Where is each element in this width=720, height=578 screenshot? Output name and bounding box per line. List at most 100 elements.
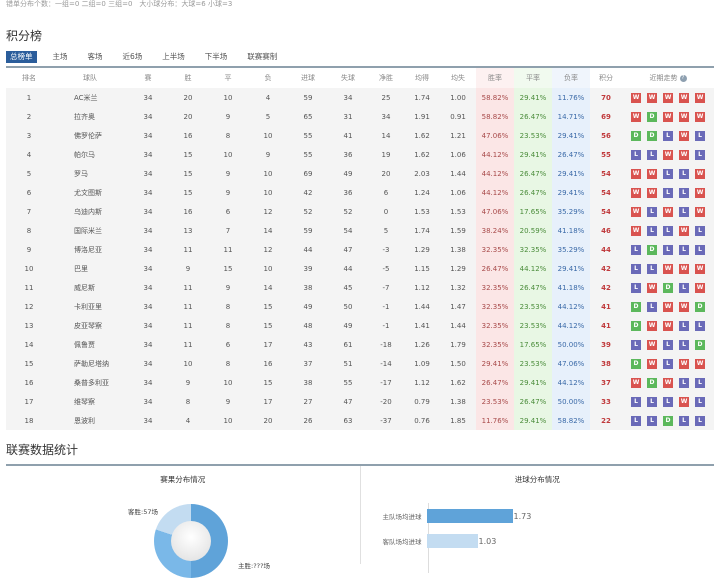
column-header-label: 积分 bbox=[599, 74, 613, 82]
cell-p: 34 bbox=[128, 259, 168, 278]
cell-avg-f: 1.15 bbox=[404, 259, 440, 278]
form-badge-loss: L bbox=[695, 377, 705, 388]
form-badge-loss: L bbox=[663, 339, 673, 350]
cell-gf: 55 bbox=[288, 126, 328, 145]
cell-pts: 46 bbox=[590, 221, 622, 240]
form-badge-win: W bbox=[663, 111, 673, 122]
cell-rank: 5 bbox=[6, 164, 52, 183]
cell-draw-rate: 26.47% bbox=[514, 392, 552, 411]
cell-team[interactable]: 威尼斯 bbox=[52, 278, 128, 297]
form-badge-win: W bbox=[679, 92, 689, 103]
cell-d: 8 bbox=[208, 316, 248, 335]
cell-draw-rate: 26.47% bbox=[514, 183, 552, 202]
result-distribution-panel: 赛果分布情况 客胜:57场 主胜:???场 bbox=[6, 466, 361, 578]
cell-loss-rate: 44.12% bbox=[552, 297, 590, 316]
form-badge-win: W bbox=[695, 92, 705, 103]
cell-rank: 13 bbox=[6, 316, 52, 335]
column-header-label: 胜率 bbox=[488, 74, 502, 82]
table-row: 4 帕尔马 34 15 10 9 55 36 19 1.62 1.06 44.12% 29.41% 26.… bbox=[6, 145, 714, 164]
tab-2[interactable]: 客场 bbox=[87, 52, 103, 61]
form-badge-loss: L bbox=[695, 320, 705, 331]
form-badge-loss: L bbox=[631, 415, 641, 426]
cell-avg-f: 1.09 bbox=[404, 354, 440, 373]
cell-avg-f: 1.44 bbox=[404, 297, 440, 316]
table-header-row: 排名 球队 赛 胜 平 负 进球 失球 净胜 均得 均失 胜率 平率 负率 积分 近期走势? bbox=[6, 68, 714, 88]
cell-rank: 16 bbox=[6, 373, 52, 392]
cell-team[interactable]: 帕尔马 bbox=[52, 145, 128, 164]
cell-team[interactable]: 罗马 bbox=[52, 164, 128, 183]
tab-4[interactable]: 上半场 bbox=[162, 52, 185, 61]
cell-ga: 45 bbox=[328, 278, 368, 297]
tab-6[interactable]: 联赛赛制 bbox=[247, 52, 278, 61]
form-badge-draw: D bbox=[631, 320, 641, 331]
form-badge-win: W bbox=[647, 358, 657, 369]
form-badge-win: W bbox=[679, 225, 689, 236]
cell-avg-a: 1.21 bbox=[440, 126, 476, 145]
cell-team[interactable]: 卡利亚里 bbox=[52, 297, 128, 316]
form-badge-loss: L bbox=[679, 377, 689, 388]
tab-0[interactable]: 总榜单 bbox=[6, 51, 37, 63]
cell-w: 20 bbox=[168, 107, 208, 126]
cell-rank: 11 bbox=[6, 278, 52, 297]
bar-label: 客队场均进球 bbox=[382, 538, 422, 546]
cell-team[interactable]: 佩鲁贾 bbox=[52, 335, 128, 354]
cell-team[interactable]: 巴里 bbox=[52, 259, 128, 278]
cell-team[interactable]: 佛罗伦萨 bbox=[52, 126, 128, 145]
cell-team[interactable]: AC米兰 bbox=[52, 88, 128, 107]
cell-w: 13 bbox=[168, 221, 208, 240]
cell-draw-rate: 23.53% bbox=[514, 297, 552, 316]
cell-team[interactable]: 桑普多利亚 bbox=[52, 373, 128, 392]
cell-team[interactable]: 国际米兰 bbox=[52, 221, 128, 240]
tab-3[interactable]: 近6场 bbox=[122, 52, 143, 61]
form-badge-draw: D bbox=[647, 111, 657, 122]
form-badge-win: W bbox=[647, 320, 657, 331]
cell-avg-a: 1.06 bbox=[440, 183, 476, 202]
cell-gd: -1 bbox=[368, 297, 404, 316]
cell-team[interactable]: 乌迪内斯 bbox=[52, 202, 128, 221]
cell-pts: 54 bbox=[590, 164, 622, 183]
cell-w: 8 bbox=[168, 392, 208, 411]
cell-avg-f: 1.91 bbox=[404, 107, 440, 126]
form-badge-loss: L bbox=[647, 149, 657, 160]
cell-l: 15 bbox=[248, 316, 288, 335]
tab-5[interactable]: 下半场 bbox=[204, 52, 228, 61]
form-badge-loss: L bbox=[631, 282, 641, 293]
column-header: 进球 bbox=[288, 68, 328, 88]
cell-team[interactable]: 维琴察 bbox=[52, 392, 128, 411]
form-badge-win: W bbox=[679, 130, 689, 141]
table-row: 8 国际米兰 34 13 7 14 59 54 5 1.74 1.59 38.24% 20.59% 41.… bbox=[6, 221, 714, 240]
cell-pts: 38 bbox=[590, 354, 622, 373]
cell-loss-rate: 41.18% bbox=[552, 221, 590, 240]
cell-ga: 41 bbox=[328, 126, 368, 145]
cell-gd: -14 bbox=[368, 354, 404, 373]
standings-tabs: 总榜单 主场 客场 近6场 上半场 下半场 联赛赛制 bbox=[0, 50, 720, 64]
cell-team[interactable]: 皮亚琴察 bbox=[52, 316, 128, 335]
cell-avg-f: 0.79 bbox=[404, 392, 440, 411]
cell-win-rate: 23.53% bbox=[476, 392, 514, 411]
column-header-label: 排名 bbox=[22, 74, 36, 82]
cell-team[interactable]: 恩波利 bbox=[52, 411, 128, 430]
tab-1[interactable]: 主场 bbox=[52, 52, 68, 61]
form-badge-loss: L bbox=[631, 149, 641, 160]
cell-pts: 39 bbox=[590, 335, 622, 354]
table-row: 9 博洛尼亚 34 11 11 12 44 47 -3 1.29 1.38 32.35% 32.35% 3… bbox=[6, 240, 714, 259]
cell-p: 34 bbox=[128, 88, 168, 107]
cell-draw-rate: 44.12% bbox=[514, 259, 552, 278]
question-circle-icon[interactable]: ? bbox=[679, 74, 687, 82]
cell-d: 10 bbox=[208, 373, 248, 392]
form-badge-loss: L bbox=[647, 206, 657, 217]
cell-avg-a: 0.91 bbox=[440, 107, 476, 126]
cell-pts: 55 bbox=[590, 145, 622, 164]
form-badge-loss: L bbox=[663, 244, 673, 255]
cell-team[interactable]: 萨勒尼塔纳 bbox=[52, 354, 128, 373]
cell-pts: 54 bbox=[590, 202, 622, 221]
cell-p: 34 bbox=[128, 297, 168, 316]
cell-d: 6 bbox=[208, 335, 248, 354]
cell-team[interactable]: 拉齐奥 bbox=[52, 107, 128, 126]
cell-draw-rate: 32.35% bbox=[514, 240, 552, 259]
form-badge-win: W bbox=[631, 225, 641, 236]
cell-team[interactable]: 尤文图斯 bbox=[52, 183, 128, 202]
cell-p: 34 bbox=[128, 164, 168, 183]
cell-team[interactable]: 博洛尼亚 bbox=[52, 240, 128, 259]
form-badge-win: W bbox=[663, 149, 673, 160]
